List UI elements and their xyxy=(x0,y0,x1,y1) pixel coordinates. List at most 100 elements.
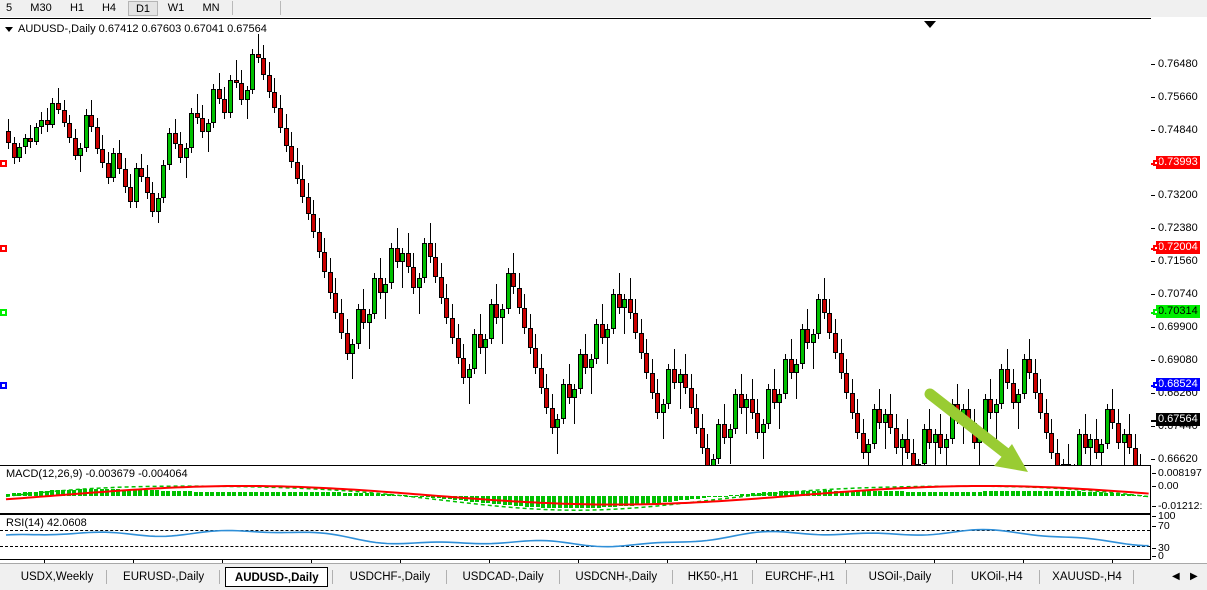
macd-histogram-bar xyxy=(149,490,154,496)
candle-body xyxy=(178,144,184,159)
macd-histogram-bar xyxy=(116,489,121,496)
candle-body xyxy=(133,168,139,203)
macd-histogram-bar xyxy=(337,492,342,496)
candle-wick xyxy=(762,418,764,459)
rsi-indicator-panel[interactable]: RSI(14) 42.0608 xyxy=(0,514,1151,560)
price-tick-label: 0.68260 xyxy=(1158,387,1198,399)
level-scale-handle[interactable] xyxy=(1153,245,1159,251)
down-right-arrow-annotation[interactable] xyxy=(920,386,1050,481)
rsi-scale-tick xyxy=(1152,516,1156,517)
price-tick xyxy=(1151,97,1155,98)
candle-body xyxy=(388,248,394,284)
chart-tab-usdcnh--daily[interactable]: USDCNH-,Daily xyxy=(575,571,658,583)
macd-histogram-bar xyxy=(541,496,546,508)
level-line-handle[interactable] xyxy=(0,160,7,167)
macd-histogram-bar xyxy=(861,490,866,496)
macd-histogram-bar xyxy=(1076,491,1081,496)
macd-histogram-bar xyxy=(1043,490,1048,496)
candle-body xyxy=(832,332,838,353)
price-scale[interactable]: 0.76480 0.75660 0.74840 0.73200 0.72380 0.715… xyxy=(1151,18,1207,549)
macd-histogram-bar xyxy=(806,490,811,496)
candle-body xyxy=(261,58,267,76)
chart-tab-eurchf--h1[interactable]: EURCHF-,H1 xyxy=(765,571,835,583)
macd-histogram-bar xyxy=(1121,493,1126,496)
candle-body xyxy=(871,408,877,444)
candle-body xyxy=(699,427,705,448)
macd-histogram-bar xyxy=(900,491,905,496)
timeframe-d1[interactable]: D1 xyxy=(128,1,158,16)
candle-body xyxy=(194,113,200,119)
macd-histogram-bar xyxy=(44,490,49,496)
candle-body xyxy=(28,138,34,143)
candle-body xyxy=(505,273,511,309)
chart-tab-hk50--h1[interactable]: HK50-,H1 xyxy=(687,571,739,583)
candle-wick xyxy=(257,34,259,64)
candle-body xyxy=(771,388,777,403)
chart-area: AUDUSD-,Daily 0.67412 0.67603 0.67041 0.… xyxy=(0,17,1207,578)
macd-histogram-bar xyxy=(927,491,932,496)
level-scale-handle[interactable] xyxy=(1153,382,1159,388)
candle-body xyxy=(588,358,594,368)
tabs-scroll-left-button[interactable]: ◀ xyxy=(1172,571,1180,582)
macd-histogram-bar xyxy=(182,491,187,496)
timeframe-5[interactable]: 5 xyxy=(5,2,13,14)
tab-separator xyxy=(1039,570,1041,584)
toolbar-separator xyxy=(280,1,281,15)
timeframe-h1[interactable]: H1 xyxy=(69,2,85,14)
candle-body xyxy=(999,368,1005,404)
candle-body xyxy=(760,423,766,433)
timeframe-mn[interactable]: MN xyxy=(202,2,220,14)
level-scale-handle[interactable] xyxy=(1153,160,1159,166)
chart-tab-usdcad--daily[interactable]: USDCAD-,Daily xyxy=(462,571,544,583)
candle-body xyxy=(649,372,655,393)
candle-body xyxy=(683,373,689,388)
rsi-scale-label: 100 xyxy=(1158,510,1176,522)
macd-indicator-panel[interactable]: MACD(12,26,9) -0.003679 -0.004064 xyxy=(0,465,1151,514)
candle-body xyxy=(128,187,134,203)
timeframe-m30[interactable]: M30 xyxy=(30,2,52,14)
chevron-down-icon[interactable] xyxy=(5,26,13,32)
tabs-scroll-right-button[interactable]: ▶ xyxy=(1190,571,1198,582)
candle-body xyxy=(644,352,650,373)
macd-histogram-bar xyxy=(1126,494,1131,496)
candle-body xyxy=(610,293,616,329)
chart-tab-ukoil--h4[interactable]: UKOil-,H4 xyxy=(970,571,1023,583)
macd-histogram-bar xyxy=(646,496,651,505)
macd-histogram-bar xyxy=(1060,491,1065,496)
chart-tab-usdx-weekly[interactable]: USDX,Weekly xyxy=(20,571,94,583)
macd-histogram-bar xyxy=(983,491,988,496)
chart-tab-xauusd--h4[interactable]: XAUUSD-,H4 xyxy=(1052,571,1122,583)
chart-tab-bar: USDX,Weekly EURUSD-,Daily AUDUSD-,Daily USD… xyxy=(0,563,1207,590)
level-scale-handle[interactable] xyxy=(1153,309,1159,315)
chart-tab-audusd--daily[interactable]: AUDUSD-,Daily xyxy=(225,567,329,587)
candle-body xyxy=(105,163,111,179)
macd-histogram-bar xyxy=(856,490,861,496)
candle-body xyxy=(927,428,933,443)
level-scale-connector xyxy=(1151,420,1159,422)
chart-tab-eurusd--daily[interactable]: EURUSD-,Daily xyxy=(123,571,205,583)
candle-body xyxy=(566,383,572,398)
candle-body xyxy=(583,353,589,368)
level-line-handle[interactable] xyxy=(0,245,7,252)
level-line-handle[interactable] xyxy=(0,382,7,389)
candle-wick xyxy=(574,383,576,424)
candle-wick xyxy=(418,273,420,314)
chart-tab-usoil--daily[interactable]: USOil-,Daily xyxy=(868,571,932,583)
candle-body xyxy=(438,277,444,298)
level-line-handle[interactable] xyxy=(0,309,7,316)
candle-body xyxy=(166,133,172,166)
candle-body xyxy=(250,54,256,91)
macd-histogram-bar xyxy=(629,496,634,506)
macd-histogram-bar xyxy=(618,496,623,507)
timeframe-w1[interactable]: W1 xyxy=(167,2,185,14)
macd-histogram-bar xyxy=(138,489,143,496)
price-plot[interactable]: AUDUSD-,Daily 0.67412 0.67603 0.67041 0.… xyxy=(0,18,1152,549)
macd-histogram-bar xyxy=(955,491,960,496)
candle-body xyxy=(894,427,899,448)
timeframe-h4[interactable]: H4 xyxy=(101,2,117,14)
macd-histogram-bar xyxy=(640,496,645,505)
macd-signal-line xyxy=(5,484,1149,506)
chart-tab-usdchf--daily[interactable]: USDCHF-,Daily xyxy=(349,571,431,583)
macd-histogram-bar xyxy=(39,491,44,496)
macd-histogram-bar xyxy=(938,491,943,496)
